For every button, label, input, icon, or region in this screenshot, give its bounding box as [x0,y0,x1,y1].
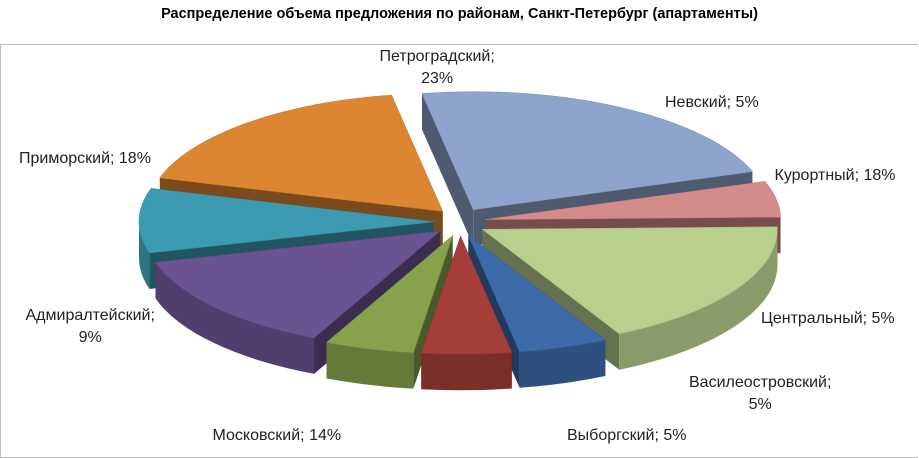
data-label-text: Невский; 5% [665,94,759,111]
data-label-value: 23% [421,70,454,87]
slice-wall-Василеостровский [421,352,512,391]
data-label-Приморский: Приморский; 18% [19,148,151,170]
data-label-text: Московский; 14% [212,427,342,444]
data-label-Выборгский: Выборгский; 5% [567,425,687,447]
slice-Московский[interactable] [154,230,442,339]
data-label-Василеостровский: Василеостровский; 5% [689,372,831,416]
slice-side-Петроградский [422,93,474,246]
data-label-Адмиралтейский: Адмиралтейский; 9% [26,305,155,349]
data-label-text: Василеостровский; [689,374,832,391]
data-label-text: Курортный; 18% [774,167,896,184]
slice-wall-Курортный [619,229,778,370]
slice-Центральный[interactable] [468,235,606,353]
data-label-text: Адмиралтейский; [25,307,155,324]
data-label-value: 5% [748,396,772,413]
data-label-Курортный: Курортный; 18% [775,165,896,187]
slice-wall-Центральный [519,340,606,388]
data-label-text: Выборгский; 5% [567,427,687,444]
slice-wall-Московский [155,262,315,374]
slice-Выборгский[interactable] [325,234,454,353]
slice-wall-Выборгский [326,342,414,389]
data-label-Московский: Московский; 14% [213,425,342,447]
slice-Курортный[interactable] [481,226,778,335]
slice-Василеостровский[interactable] [420,235,513,355]
data-label-text: Петроградский; [379,48,495,65]
chart-title: Распределение объема предложения по райо… [161,6,758,22]
data-label-Невский: Невский; 5% [665,92,759,114]
slice-Петроградский[interactable] [421,91,754,211]
data-label-Петроградский: Петроградский; 23% [380,46,495,90]
data-label-text: Приморский; 18% [19,150,151,167]
slice-Приморский[interactable] [159,94,444,212]
data-label-text: Центральный; 5% [761,310,895,327]
slice-Невский[interactable] [485,181,781,220]
data-label-Центральный: Центральный; 5% [761,308,895,330]
slice-Адмиралтейский[interactable] [138,188,435,254]
data-label-value: 9% [78,329,102,346]
